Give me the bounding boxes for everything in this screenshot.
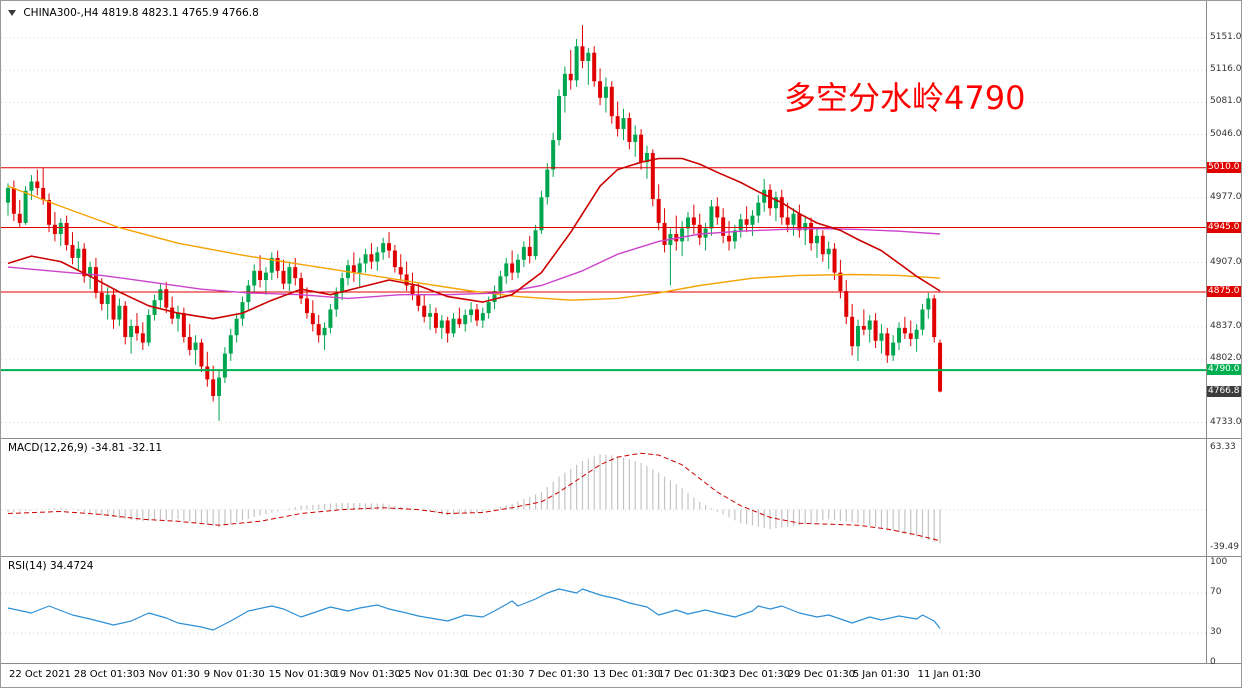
price-tick-label: 5116.0 (1210, 64, 1242, 75)
rsi-tick-label: 70 (1210, 587, 1222, 597)
time-axis-label: 17 Dec 01:30 (658, 669, 726, 680)
time-axis-label: 11 Jan 01:30 (917, 669, 981, 680)
price-level-label: 4945.0 (1207, 221, 1241, 233)
rsi-legend: RSI(14) 34.4724 (8, 560, 94, 572)
rsi-tick-label: 100 (1210, 557, 1228, 567)
main-chart-legend: CHINA300-,H4 4819.8 4823.1 4765.9 4766.8 (8, 7, 259, 19)
price-tick-label: 5081.0 (1210, 96, 1242, 107)
price-level-label: 4875.0 (1207, 285, 1241, 297)
macd-tick-label: 63.33 (1210, 441, 1236, 452)
annotation-text: 多空分水岭4790 (784, 79, 1026, 117)
time-axis-label: 13 Dec 01:30 (593, 669, 661, 680)
time-axis-label: 23 Dec 01:30 (722, 669, 791, 680)
time-axis-label: 25 Nov 01:30 (398, 669, 466, 680)
instrument-icon (8, 10, 16, 16)
price-tick-label: 5151.0 (1210, 31, 1242, 42)
time-axis-label: 22 Oct 2021 (9, 669, 71, 680)
price-tick-label: 4977.0 (1210, 192, 1242, 203)
time-axis-label: 28 Oct 01:30 (73, 669, 140, 680)
price-level-label: 5010.0 (1207, 161, 1241, 173)
price-tick-label: 4802.0 (1210, 353, 1242, 364)
rsi-tick-label: 0 (1210, 657, 1216, 667)
price-level-label: 4790.0 (1207, 364, 1241, 376)
price-tick-label: 4837.0 (1210, 320, 1242, 331)
time-axis-label: 1 Dec 01:30 (463, 669, 525, 680)
time-axis-label: 19 Nov 01:30 (333, 669, 401, 680)
time-axis-label: 15 Nov 01:30 (268, 669, 337, 680)
time-axis-label: 29 Dec 01:30 (787, 669, 856, 680)
rsi-tick-label: 30 (1210, 627, 1222, 637)
time-axis-label: 3 Nov 01:30 (138, 669, 200, 680)
time-axis-label: 5 Jan 01:30 (852, 669, 910, 680)
macd-tick-label: -39.49 (1210, 542, 1240, 552)
price-tick-label: 5046.0 (1210, 128, 1242, 139)
main-legend-text: CHINA300-,H4 4819.8 4823.1 4765.9 4766.8 (23, 7, 259, 19)
price-tick-label: 4733.0 (1210, 416, 1242, 427)
current-price-label: 4766.8 (1207, 385, 1241, 397)
time-axis-label: 7 Dec 01:30 (528, 669, 590, 680)
macd-legend: MACD(12,26,9) -34.81 -32.11 (8, 442, 163, 454)
price-tick-label: 4907.0 (1210, 256, 1242, 267)
time-axis-label: 9 Nov 01:30 (203, 669, 265, 680)
